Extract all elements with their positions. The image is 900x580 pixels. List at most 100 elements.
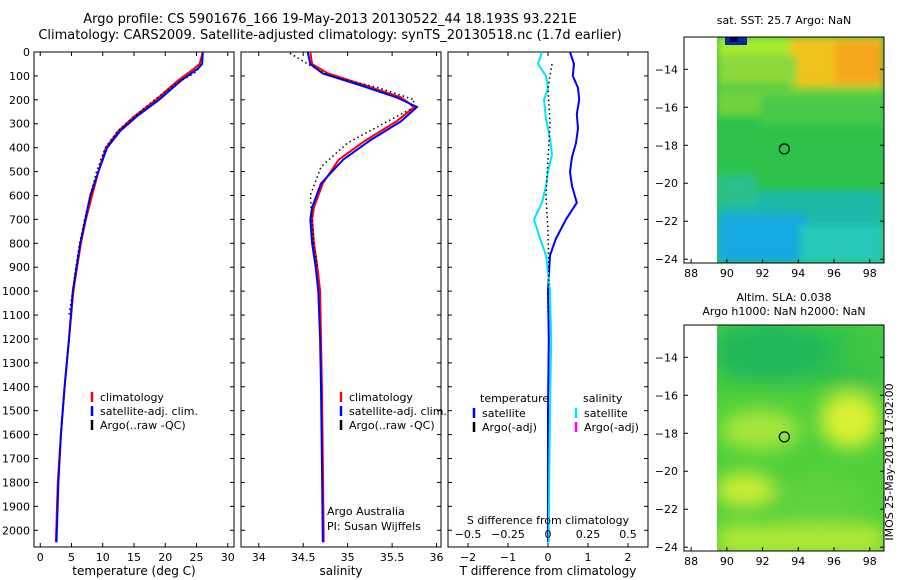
diff-xtick-label: −2	[460, 551, 476, 564]
diff-legend-header-temperature: temperature	[480, 392, 549, 405]
sla-map-xtick-label: 98	[863, 555, 877, 568]
sal-legend-entry: climatology	[349, 391, 413, 404]
sal-line-satellite-adj-clim-	[306, 52, 419, 543]
sst-map-argo-marker	[778, 143, 790, 155]
temp-xtick-label: 20	[158, 551, 172, 564]
depth-tick-label: 1200	[2, 333, 30, 346]
sla-map-frame	[683, 324, 885, 552]
diff-xtick-label: −1	[500, 551, 516, 564]
depth-tick-label: 800	[9, 237, 30, 250]
salinity-annotation: PI: Susan Wijffels	[327, 520, 421, 533]
depth-tick-label: 900	[9, 261, 30, 274]
sst-map-xtick-label: 94	[791, 267, 805, 280]
temp-xtick-label: 0	[37, 551, 44, 564]
depth-tick-label: 1100	[2, 309, 30, 322]
diff-s-tick-label: −0.5	[455, 528, 482, 541]
sla-map-ytick-label: −14	[655, 351, 678, 364]
diff-legend-entry: Argo(-adj)	[482, 421, 537, 434]
temp-xtick-label: 30	[221, 551, 235, 564]
depth-tick-label: 1700	[2, 453, 30, 466]
depth-tick-label: 600	[9, 189, 30, 202]
sst-map-ytick-label: −20	[655, 177, 678, 190]
sal-xtick-label: 36	[430, 551, 444, 564]
sla-map-ytick-label: −18	[655, 427, 678, 440]
depth-tick-label: 400	[9, 142, 30, 155]
diff-legend-entry: satellite	[584, 407, 628, 420]
sla-map-ytick-label: −24	[655, 541, 678, 554]
depth-tick-label: 500	[9, 166, 30, 179]
diff-xtick-label: 0	[545, 551, 552, 564]
temp-legend-entry: climatology	[100, 391, 164, 404]
sal-series-group	[289, 52, 419, 543]
sla-map-xtick-label: 88	[684, 555, 698, 568]
sla-map-ytick-label: −20	[655, 465, 678, 478]
figure-title-line2: Climatology: CARS2009. Satellite-adjuste…	[38, 28, 622, 43]
sla-map-argo-marker	[778, 431, 790, 443]
temp-axes-frame	[33, 51, 235, 548]
depth-tick-label: 100	[9, 70, 30, 83]
depth-tick-label: 1000	[2, 285, 30, 298]
depth-tick-label: 300	[9, 118, 30, 131]
diff-legend-entry: Argo(-adj)	[584, 421, 639, 434]
temp-line-argo-raw-qc-	[68, 64, 202, 316]
imos-timestamp: IMOS 25-May-2013 17:02:00	[883, 383, 896, 540]
sla-map-title-line2: Argo h1000: NaN h2000: NaN	[702, 305, 865, 318]
diff-line-salinity-satellite	[532, 52, 554, 543]
sla-map-field	[717, 325, 884, 551]
sst-map-xtick-label: 88	[684, 267, 698, 280]
sst-map-frame	[683, 36, 885, 264]
sla-map-xtick-label: 96	[827, 555, 841, 568]
diff-line-temperature-satellite	[546, 52, 581, 543]
temp-xtick-label: 10	[96, 551, 110, 564]
temp-xtick-label: 5	[68, 551, 75, 564]
sla-map-xtick-label: 94	[791, 555, 805, 568]
diff-s-tick-label: 0.5	[619, 528, 637, 541]
temp-xtick-label: 15	[127, 551, 141, 564]
sal-xtick-label: 35.5	[380, 551, 405, 564]
diff-xtick-label: 2	[625, 551, 632, 564]
temp-legend-entry: Argo(..raw -QC)	[100, 419, 186, 432]
diff-s-tick-label: −0.25	[491, 528, 525, 541]
sla-map-ytick-label: −16	[655, 389, 678, 402]
sst-map-ytick-label: −16	[655, 101, 678, 114]
diff-s-xlabel: S difference from climatology	[467, 514, 630, 527]
sst-map-ytick-label: −24	[655, 253, 678, 266]
diff-s-tick-label: 0	[545, 528, 552, 541]
sst-map-title: sat. SST: 25.7 Argo: NaN	[717, 14, 851, 27]
depth-tick-label: 1800	[2, 476, 30, 489]
diff-legend-header-salinity: salinity	[583, 392, 623, 405]
depth-tick-label: 1600	[2, 429, 30, 442]
sla-map-xtick-label: 92	[756, 555, 770, 568]
depth-tick-label: 1400	[2, 381, 30, 394]
sal-axes-frame	[240, 51, 442, 548]
sal-xlabel: salinity	[319, 564, 362, 578]
diff-series-group	[532, 52, 581, 543]
salinity-annotation: Argo Australia	[327, 505, 405, 518]
depth-tick-label: 700	[9, 213, 30, 226]
diff-legend-entry: satellite	[482, 407, 526, 420]
temp-legend-entry: satellite-adj. clim.	[100, 405, 198, 418]
temp-series-group	[54, 52, 204, 543]
depth-tick-label: 1300	[2, 357, 30, 370]
diff-s-tick-label: 0.25	[576, 528, 601, 541]
sst-map-xtick-label: 96	[827, 267, 841, 280]
temp-line-satellite-adj-clim-	[55, 52, 204, 543]
figure-title-line1: Argo profile: CS 5901676_166 19-May-2013…	[83, 12, 577, 27]
temp-line-climatology	[54, 52, 204, 543]
sst-map-xtick-label: 90	[720, 267, 734, 280]
sst-map-ytick-label: −22	[655, 215, 678, 228]
sal-line-argo-raw-qc-	[289, 52, 416, 268]
sla-map-xtick-label: 90	[720, 555, 734, 568]
sal-legend-entry: Argo(..raw -QC)	[349, 419, 435, 432]
sal-line-climatology	[309, 52, 416, 543]
sst-map-field	[717, 37, 884, 263]
sal-xtick-label: 35	[341, 551, 355, 564]
sst-map-ytick-label: −18	[655, 139, 678, 152]
sst-map-ytick-label: −14	[655, 63, 678, 76]
sla-map-title-line1: Altim. SLA: 0.038	[736, 291, 831, 304]
depth-tick-label: 2000	[2, 524, 30, 537]
depth-tick-label: 0	[23, 46, 30, 59]
sal-legend-entry: satellite-adj. clim.	[349, 405, 447, 418]
temp-xlabel: temperature (deg C)	[72, 564, 195, 578]
